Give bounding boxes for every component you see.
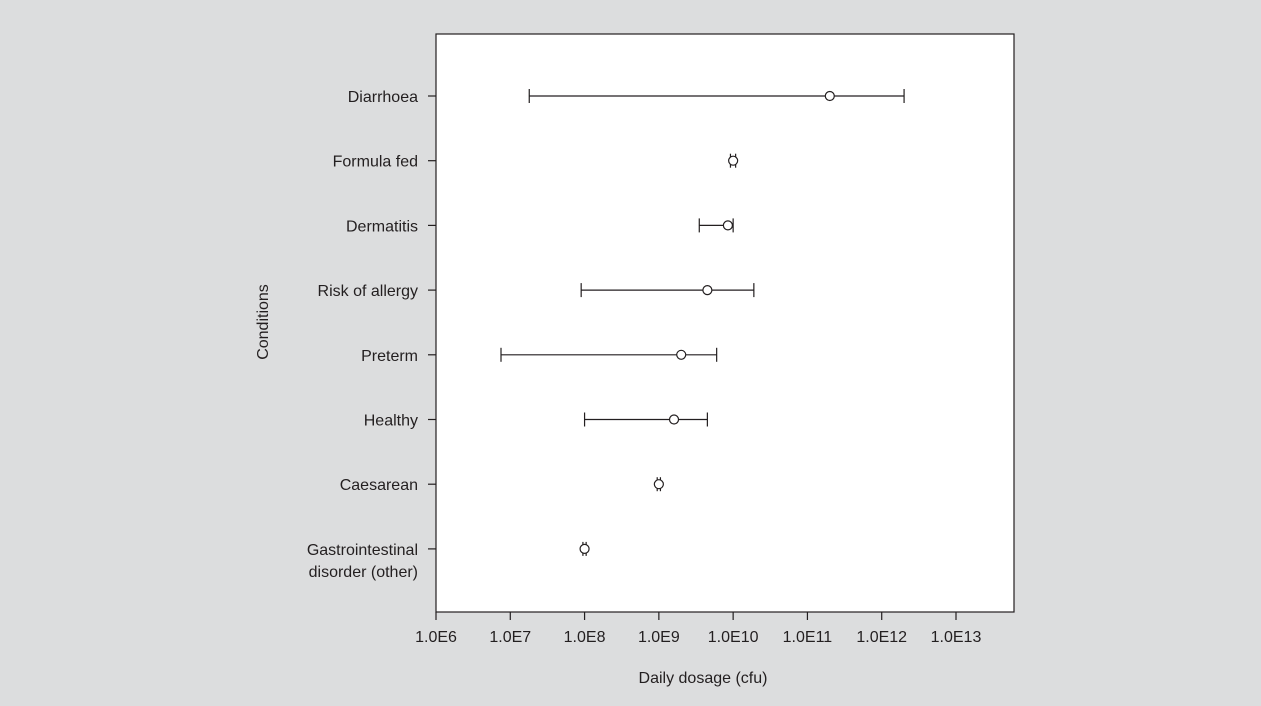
data-point [824, 90, 835, 102]
x-tick-label: 1.0E6 [415, 629, 457, 646]
y-tick-label-line: Gastrointestinal [307, 542, 418, 559]
y-tick-label: Preterm [361, 348, 418, 365]
y-tick-label: Risk of allergy [318, 283, 418, 300]
y-tick-label: Formula fed [333, 154, 418, 171]
data-point [653, 479, 664, 490]
y-tick-label: Dermatitis [346, 218, 418, 235]
data-point [728, 155, 739, 166]
x-axis: 1.0E6 1.0E7 1.0E8 1.0E9 1.0E10 1.0E11 1.0E12 1.… [415, 612, 981, 646]
data-point [579, 543, 590, 555]
y-tick-label-line: Healthy [364, 413, 418, 430]
data-point [702, 285, 713, 296]
data-marks [500, 89, 905, 556]
x-tick-label: 1.0E10 [708, 629, 759, 646]
y-tick-label-line: Caesarean [340, 477, 418, 494]
y-tick-label: Gastrointestinal disorder (other) [307, 542, 418, 581]
y-tick-label-line: Dermatitis [346, 218, 418, 235]
y-tick-label-line: Diarrhoea [348, 89, 418, 106]
x-tick-label: 1.0E13 [931, 629, 982, 646]
plot-area [435, 33, 1015, 613]
x-tick-label: 1.0E12 [856, 629, 907, 646]
y-axis-label: Conditions [255, 284, 272, 360]
y-tick-label-line: disorder (other) [309, 564, 418, 581]
y-tick-label: Caesarean [340, 477, 418, 494]
y-tick-label: Diarrhoea [348, 89, 418, 106]
y-axis: Diarrhoea Formula fed Dermatitis Risk of al… [307, 89, 436, 581]
x-axis-label: Daily dosage (cfu) [639, 670, 768, 687]
data-point [668, 414, 680, 425]
y-tick-label-line: Formula fed [333, 154, 418, 171]
data-point [722, 220, 733, 231]
x-tick-label: 1.0E8 [564, 629, 606, 646]
data-point [676, 349, 687, 360]
x-tick-label: 1.0E9 [638, 629, 680, 646]
y-tick-label: Healthy [364, 413, 418, 430]
y-tick-label-line: Risk of allergy [318, 283, 418, 300]
x-tick-label: 1.0E7 [489, 629, 531, 646]
x-tick-label: 1.0E11 [783, 629, 833, 646]
y-tick-label-line: Preterm [361, 348, 418, 365]
